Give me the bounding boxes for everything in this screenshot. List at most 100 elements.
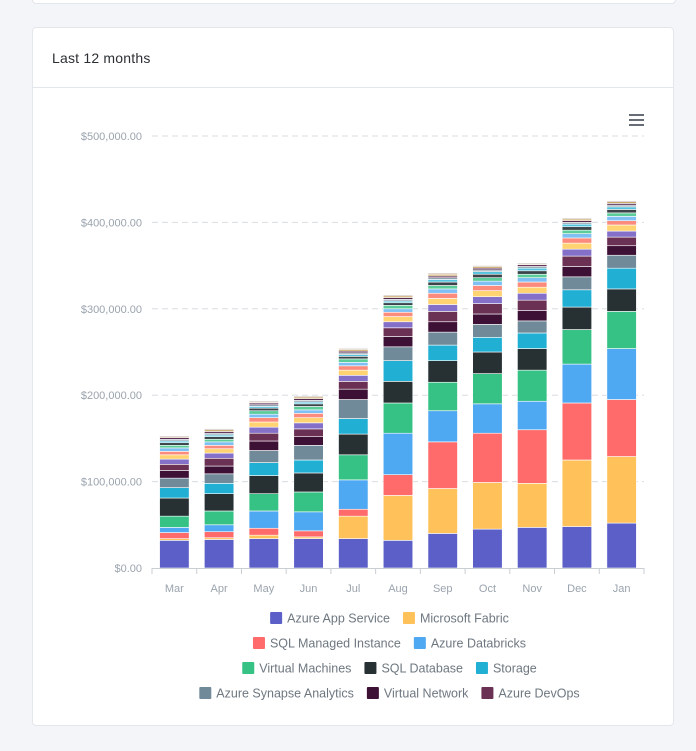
bar-segment[interactable]: [293, 409, 324, 414]
bar-segment[interactable]: [606, 311, 637, 349]
bar-segment[interactable]: [204, 452, 235, 459]
bar-segment[interactable]: [382, 294, 414, 297]
bar-segment[interactable]: [472, 271, 503, 275]
bar-segment[interactable]: [204, 438, 235, 443]
bar-segment[interactable]: [338, 418, 369, 435]
legend-swatch[interactable]: [364, 662, 377, 674]
legend-item[interactable]: Azure App Service: [270, 612, 390, 626]
bar-segment[interactable]: [606, 254, 637, 269]
bar-segment[interactable]: [338, 362, 369, 367]
bar-segment[interactable]: [338, 538, 369, 569]
bar-segment[interactable]: [293, 428, 324, 437]
bar-segment[interactable]: [517, 332, 548, 349]
bar-segment[interactable]: [561, 233, 592, 239]
legend-item[interactable]: Azure DevOps: [481, 687, 580, 701]
bar-segment[interactable]: [338, 356, 369, 360]
legend-item[interactable]: Azure Synapse Analytics: [199, 687, 354, 701]
bar-segment[interactable]: [204, 524, 235, 533]
bar-segment[interactable]: [293, 530, 324, 538]
bar-segment[interactable]: [472, 265, 503, 267]
bar-segment[interactable]: [606, 267, 637, 290]
legend-label[interactable]: SQL Database: [381, 662, 463, 676]
bar-segment[interactable]: [427, 331, 458, 346]
bar-segment[interactable]: [517, 267, 548, 272]
legend-item[interactable]: SQL Managed Instance: [252, 637, 401, 651]
bar-segment[interactable]: [338, 348, 369, 350]
bar-segment[interactable]: [159, 447, 190, 452]
bar-segment[interactable]: [248, 462, 279, 476]
bar-segment[interactable]: [204, 465, 235, 475]
bar-segment[interactable]: [338, 375, 369, 382]
bar-segment[interactable]: [606, 522, 637, 569]
bar-segment[interactable]: [517, 277, 548, 283]
bar-segment[interactable]: [472, 285, 503, 291]
bar-segment[interactable]: [159, 515, 190, 528]
bar-segment[interactable]: [606, 399, 637, 457]
bar-segment[interactable]: [248, 432, 279, 442]
bar-segment[interactable]: [606, 216, 637, 221]
bar-segment[interactable]: [517, 286, 548, 294]
bar-segment[interactable]: [472, 337, 503, 353]
bar-segment[interactable]: [561, 402, 592, 461]
bar-segment[interactable]: [606, 220, 637, 226]
bar-stack-oct[interactable]: [472, 265, 503, 569]
bar-segment[interactable]: [472, 403, 503, 434]
bar-segment[interactable]: [293, 445, 324, 461]
bar-segment[interactable]: [606, 348, 637, 400]
bar-segment[interactable]: [248, 534, 279, 539]
bar-segment[interactable]: [606, 288, 637, 312]
bar-stack-jan[interactable]: [606, 200, 637, 569]
bar-segment[interactable]: [472, 313, 503, 325]
legend-label[interactable]: SQL Managed Instance: [270, 637, 401, 651]
bar-segment[interactable]: [517, 369, 548, 402]
bar-segment[interactable]: [338, 369, 369, 376]
bar-segment[interactable]: [427, 311, 458, 323]
bar-segment[interactable]: [293, 395, 324, 398]
bar-segment[interactable]: [472, 280, 503, 286]
bar-segment[interactable]: [382, 381, 414, 404]
bar-segment[interactable]: [248, 440, 279, 451]
bar-segment[interactable]: [159, 470, 190, 479]
bar-segment[interactable]: [159, 497, 190, 517]
bar-segment[interactable]: [606, 206, 637, 210]
bar-segment[interactable]: [517, 310, 548, 322]
bar-segment[interactable]: [248, 538, 279, 569]
bar-segment[interactable]: [248, 413, 279, 418]
bar-segment[interactable]: [606, 212, 637, 217]
legend-swatch[interactable]: [475, 662, 488, 674]
bar-segment[interactable]: [561, 459, 592, 527]
bar-segment[interactable]: [427, 298, 458, 305]
bar-segment[interactable]: [472, 303, 503, 315]
bar-stack-nov[interactable]: [517, 262, 548, 569]
bar-segment[interactable]: [561, 229, 592, 234]
bar-segment[interactable]: [517, 320, 548, 334]
bar-segment[interactable]: [561, 329, 592, 365]
bar-segment[interactable]: [472, 351, 503, 374]
bar-segment[interactable]: [427, 381, 458, 412]
bar-segment[interactable]: [338, 388, 369, 400]
bar-segment[interactable]: [606, 230, 637, 238]
legend-swatch[interactable]: [366, 687, 379, 699]
bar-segment[interactable]: [382, 305, 414, 310]
bar-segment[interactable]: [204, 457, 235, 467]
bar-segment[interactable]: [338, 508, 369, 517]
legend-label[interactable]: Virtual Machines: [259, 662, 351, 676]
bar-segment[interactable]: [517, 483, 548, 528]
bar-segment[interactable]: [204, 441, 235, 446]
bar-segment[interactable]: [248, 400, 279, 403]
bar-segment[interactable]: [382, 346, 414, 361]
bar-segment[interactable]: [159, 442, 190, 446]
bar-segment[interactable]: [427, 488, 458, 534]
bar-segment[interactable]: [561, 255, 592, 267]
bar-stack-aug[interactable]: [382, 294, 414, 569]
bar-segment[interactable]: [338, 399, 369, 419]
bar-segment[interactable]: [427, 441, 458, 489]
bar-segment[interactable]: [427, 285, 458, 290]
legend-label[interactable]: Azure Synapse Analytics: [216, 687, 354, 701]
bar-segment[interactable]: [293, 413, 324, 418]
bar-segment[interactable]: [204, 510, 235, 526]
bar-segment[interactable]: [427, 279, 458, 283]
legend-swatch[interactable]: [481, 687, 494, 699]
bar-segment[interactable]: [561, 266, 592, 278]
bar-segment[interactable]: [338, 358, 369, 363]
